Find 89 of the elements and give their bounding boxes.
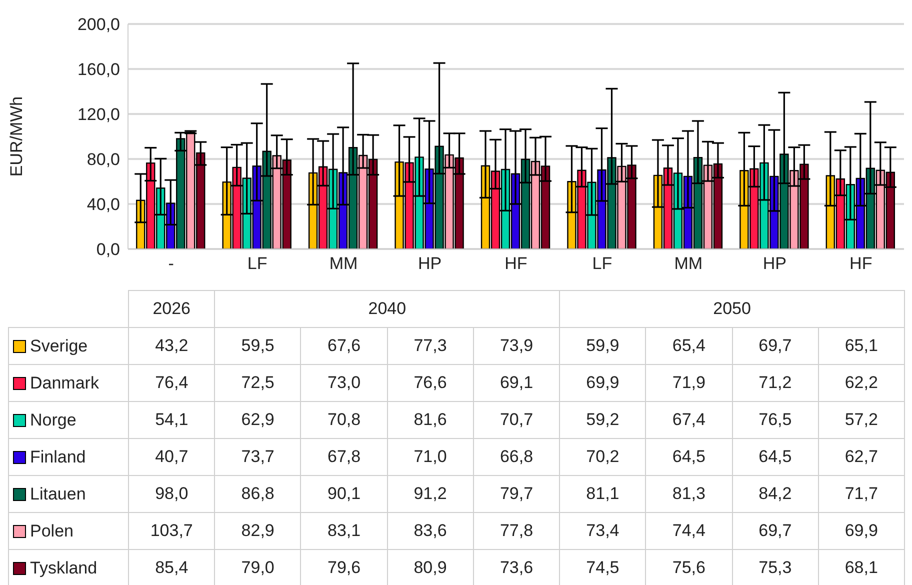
- data-label: 74,4: [646, 512, 732, 550]
- data-label: 71,9: [646, 364, 732, 402]
- x-tick-label: LF: [247, 254, 268, 274]
- data-label: 83,1: [300, 512, 388, 550]
- y-tick-label: 80,0: [86, 150, 120, 170]
- data-label: 43,2: [128, 328, 215, 364]
- data-label: 72,5: [214, 364, 301, 402]
- data-label: 73,6: [473, 550, 560, 585]
- x-tick-label: HF: [850, 254, 872, 274]
- data-label: 64,5: [732, 438, 818, 476]
- data-label: 70,8: [300, 402, 388, 438]
- x-tick-label: HP: [762, 254, 786, 274]
- data-label: 69,7: [732, 512, 818, 550]
- x-tick-label: HF: [504, 254, 528, 274]
- data-label: 77,8: [473, 512, 560, 550]
- data-label: 59,5: [214, 328, 301, 364]
- data-label: 76,5: [732, 402, 818, 438]
- data-label: 103,7: [128, 512, 215, 550]
- data-label: 91,2: [387, 476, 474, 512]
- data-label: 84,2: [732, 476, 818, 512]
- x-tick-label: HP: [418, 254, 442, 274]
- data-label: 64,5: [646, 438, 732, 476]
- data-label: 71,2: [732, 364, 818, 402]
- y-tick-label: 120,0: [77, 105, 120, 124]
- text: 2040: [214, 290, 560, 328]
- data-label: 73,0: [300, 364, 388, 402]
- data-label: 75,6: [646, 550, 732, 585]
- data-label: 90,1: [300, 476, 388, 512]
- data-label: 73,7: [214, 438, 301, 476]
- data-label: 54,1: [128, 402, 215, 438]
- y-tick-label: 0,0: [96, 240, 120, 260]
- data-label: 62,7: [818, 438, 904, 476]
- text: 2050: [560, 290, 904, 328]
- data-label: 69,7: [732, 328, 818, 364]
- data-label: 74,5: [560, 550, 646, 585]
- data-label: 65,4: [646, 328, 732, 364]
- data-label: 70,2: [560, 438, 646, 476]
- data-label: 76,6: [387, 364, 474, 402]
- data-label: 69,1: [473, 364, 560, 402]
- data-label: 77,3: [387, 328, 474, 364]
- data-label: 76,4: [128, 364, 215, 402]
- data-label: 67,6: [300, 328, 388, 364]
- data-label: 65,1: [818, 328, 904, 364]
- data-label: 71,0: [387, 438, 474, 476]
- data-label: 66,8: [473, 438, 560, 476]
- data-label: 85,4: [128, 550, 215, 585]
- data-label: 79,7: [473, 476, 560, 512]
- data-label: 40,7: [128, 438, 215, 476]
- legend-label: Finland: [30, 447, 86, 466]
- data-label: 70,7: [473, 402, 560, 438]
- data-label: 83,6: [387, 512, 474, 550]
- data-label: 79,6: [300, 550, 388, 585]
- y-tick-label: 160,0: [77, 60, 120, 80]
- y-axis-title: EUR/MWh: [7, 96, 26, 177]
- data-label: 71,7: [818, 476, 904, 512]
- y-tick-label: 40,0: [86, 195, 120, 214]
- data-label: 62,9: [214, 402, 301, 438]
- data-label: 59,2: [560, 402, 646, 438]
- legend-label: Sverige: [30, 336, 88, 356]
- data-label: 86,8: [214, 476, 301, 512]
- data-label: 81,6: [387, 402, 474, 438]
- data-label: 79,0: [214, 550, 301, 585]
- data-label: 75,3: [732, 550, 818, 585]
- text: 2026: [128, 290, 215, 328]
- data-label: 98,0: [128, 476, 215, 512]
- x-tick-label: MM: [674, 254, 703, 274]
- x-tick-label: -: [168, 254, 174, 274]
- data-label: 59,9: [560, 328, 646, 364]
- data-label: 68,1: [818, 550, 904, 585]
- legend-label: Polen: [30, 521, 74, 540]
- legend-label: Tyskland: [30, 558, 98, 578]
- legend-label: Danmark: [30, 373, 99, 392]
- data-label: 81,1: [560, 476, 646, 512]
- data-label: 73,4: [560, 512, 646, 550]
- y-tick-label: 200,0: [77, 15, 120, 34]
- data-label: 67,4: [646, 402, 732, 438]
- data-label: 69,9: [560, 364, 646, 402]
- data-label: 80,9: [387, 550, 474, 585]
- data-label: 81,3: [646, 476, 732, 512]
- data-label: 69,9: [818, 512, 904, 550]
- data-label: 67,8: [300, 438, 388, 476]
- data-label: 82,9: [214, 512, 301, 550]
- legend-label: Litauen: [30, 484, 86, 504]
- x-tick-label: MM: [329, 254, 358, 274]
- data-label: 73,9: [473, 328, 560, 364]
- data-label: 62,2: [818, 364, 904, 402]
- legend-label: Norge: [30, 410, 76, 430]
- x-tick-label: LF: [592, 254, 612, 274]
- data-label: 57,2: [818, 402, 904, 438]
